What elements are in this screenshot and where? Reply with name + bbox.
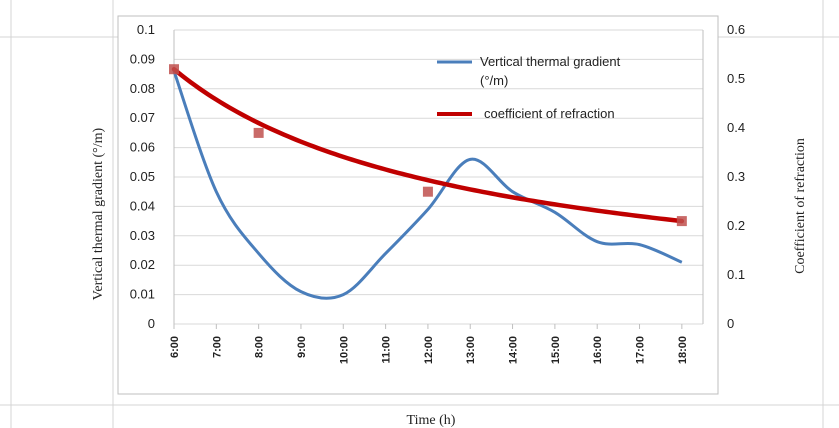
chart-area xyxy=(117,15,719,395)
right-tick-label: 0.2 xyxy=(727,218,745,233)
x-tick-label: 17:00 xyxy=(635,336,647,364)
x-tick-label: 7:00 xyxy=(211,336,223,358)
x-tick-label: 12:00 xyxy=(423,336,435,364)
x-tick-label: 11:00 xyxy=(381,336,393,364)
series-line-thermal-gradient xyxy=(172,70,683,300)
left-tick-label: 0.05 xyxy=(130,169,155,184)
x-tick-label: 6:00 xyxy=(169,336,181,358)
legend: Vertical thermal gradient (°/m) coeffici… xyxy=(437,54,621,121)
left-tick-label: 0.04 xyxy=(130,198,155,213)
left-tick-label: 0.03 xyxy=(130,228,155,243)
right-tick-label: 0.4 xyxy=(727,120,745,135)
x-tick-label: 14:00 xyxy=(508,336,520,364)
left-tick-label: 0 xyxy=(148,316,155,331)
left-tick-label: 0.08 xyxy=(130,81,155,96)
x-tick-label: 10:00 xyxy=(338,336,350,364)
left-tick-label: 0.09 xyxy=(130,51,155,66)
x-tick-label: 8:00 xyxy=(254,336,266,358)
right-tick-label: 0 xyxy=(727,316,734,331)
right-tick-label: 0.3 xyxy=(727,169,745,184)
refraction-point-marker xyxy=(422,186,433,197)
legend-label-refraction: coefficient of refraction xyxy=(484,106,615,121)
x-tick-label: 18:00 xyxy=(677,336,689,364)
right-tick-label: 0.1 xyxy=(727,267,745,282)
right-axis-ticks: 0 0.1 0.2 0.3 0.4 0.5 0.6 xyxy=(727,22,745,331)
x-axis-ticks: 6:00 7:00 8:00 9:00 10:00 11:00 12:00 13:00 14:0… xyxy=(169,324,689,364)
refraction-point-marker xyxy=(676,216,687,227)
left-tick-label: 0.06 xyxy=(130,140,155,155)
x-axis-title: Time (h) xyxy=(407,413,456,428)
x-tick-label: 15:00 xyxy=(550,336,562,364)
right-tick-label: 0.5 xyxy=(727,71,745,86)
refraction-point-marker xyxy=(169,64,179,75)
series-layer xyxy=(169,64,687,300)
right-tick-label: 0.6 xyxy=(727,22,745,37)
left-tick-label: 0.02 xyxy=(130,257,155,272)
left-tick-label: 0.07 xyxy=(130,110,155,125)
y-axis-title-left: Vertical thermal gradient (°/m) xyxy=(91,127,106,300)
x-tick-label: 16:00 xyxy=(592,336,604,364)
refraction-point-marker xyxy=(253,127,264,138)
x-tick-label: 9:00 xyxy=(296,336,308,358)
legend-label-thermal-gradient-line2: (°/m) xyxy=(480,73,508,88)
left-tick-label: 0.01 xyxy=(130,287,155,302)
series-line-refraction xyxy=(171,66,685,224)
grid-lines xyxy=(173,29,704,325)
x-tick-label: 13:00 xyxy=(465,336,477,364)
legend-label-thermal-gradient-line1: Vertical thermal gradient xyxy=(480,54,621,69)
y-axis-title-right: Coefficient of refraction xyxy=(793,138,808,274)
left-tick-label: 0.1 xyxy=(137,22,155,37)
left-axis-ticks: 0 0.01 0.02 0.03 0.04 0.05 0.06 0.07 0.08 0.09 0.1 xyxy=(130,22,155,331)
